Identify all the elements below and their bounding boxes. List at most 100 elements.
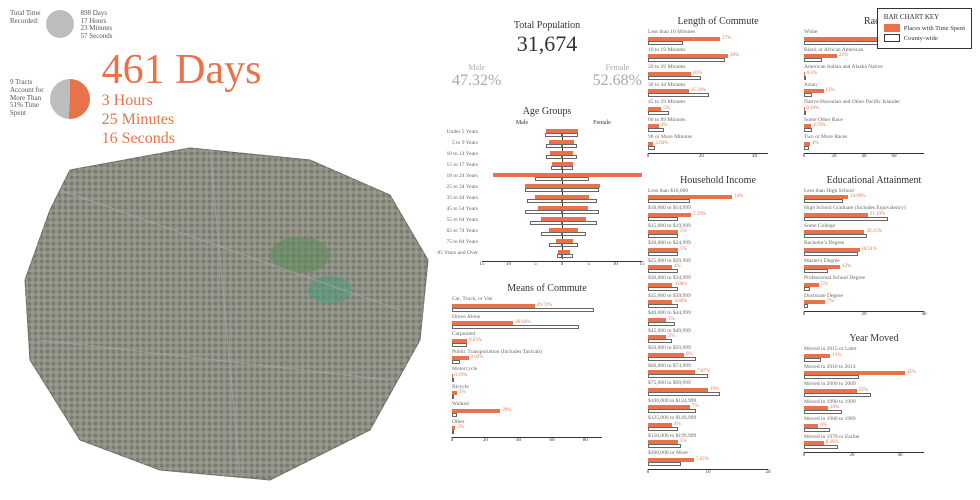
bar-row: Less than $10,00014%: [648, 189, 788, 205]
pyr-row: 65 to 74 Years: [482, 227, 642, 237]
male-label: Male: [452, 63, 501, 72]
legend: BAR CHART KEY Places with Time Spent Cou…: [877, 8, 972, 49]
bar-row: $60,000 to $74,9997.87%: [648, 364, 788, 380]
bar-row: $150,000 to $199,9995%: [648, 434, 788, 450]
right-columns: Length of Commute Less than 10 Minutes27…: [648, 16, 944, 477]
bar-value-orange: 29%: [502, 408, 511, 413]
bar-track: 21.19%: [804, 213, 924, 222]
bar-row: $35,000 to $39,9994.06%: [648, 294, 788, 310]
bar-track: 3%: [648, 318, 768, 327]
bar-white: [648, 199, 690, 203]
bar-value-orange: 10%: [830, 405, 839, 410]
bar-row: $125,000 to $149,9994%: [648, 416, 788, 432]
bar-value-orange: 27%: [722, 36, 731, 41]
bar-value-orange: 12%: [842, 264, 851, 269]
bar-track: 36.64%: [452, 321, 602, 330]
bar-track: 7.65%: [648, 458, 768, 467]
pyr-bar-white: [535, 177, 562, 181]
pyr-category: 18 to 24 Years: [420, 173, 478, 179]
pyr-bar-white: [562, 155, 577, 159]
age-title: Age Groups: [452, 106, 642, 117]
bar-category: $35,000 to $39,999: [648, 294, 788, 300]
bar-track: 27%: [648, 37, 768, 46]
bar-category: $15,000 to $19,999: [648, 224, 788, 230]
pyr-category: 10 to 14 Years: [420, 151, 478, 157]
bar-value-orange: 7.65%: [696, 457, 709, 462]
pyr-row: 5 to 9 Years: [482, 139, 642, 149]
pyr-bar-white: [562, 254, 573, 258]
bar-value-orange: 21.19%: [870, 212, 885, 217]
bar-track: 16%: [648, 72, 768, 81]
population-value: 31,674: [452, 31, 642, 57]
bar-row: Asian13%: [804, 83, 944, 99]
year-moved-title: Year Moved: [804, 333, 944, 344]
legend-white-label: County-wide: [904, 35, 938, 42]
pyr-left: 15 to 17 Years: [482, 162, 562, 170]
bar-track: 20.15%: [804, 230, 924, 239]
bar-value-orange: 7%: [692, 404, 699, 409]
pyr-row: 85 Years and Over: [482, 249, 642, 259]
pyr-category: 5 to 9 Years: [420, 140, 478, 146]
bar-track: 6%: [804, 424, 924, 433]
bar-category: Less than High School: [804, 189, 944, 195]
bar-track: 42%: [804, 371, 924, 380]
bar-orange: [452, 409, 500, 413]
pyr-row: 25 to 34 Years: [482, 183, 642, 193]
bar-value-orange: 7.87%: [697, 369, 710, 374]
bar-row: 20 to 29 Minutes16%: [648, 65, 788, 81]
bar-white: [452, 395, 454, 399]
tick: 20: [850, 453, 855, 458]
bar-category: 60 to 89 Minutes: [648, 118, 788, 124]
tick: 40: [922, 312, 927, 317]
bar-category: 90 or More Minutes: [648, 135, 788, 141]
pyr-right: [562, 129, 642, 137]
bar-value-orange: 15.34%: [691, 88, 706, 93]
bar-track: 15.34%: [648, 89, 768, 98]
pyr-right: [562, 217, 642, 225]
bar-white: [804, 93, 812, 97]
bar-value-orange: 14.69%: [850, 194, 865, 199]
bar-row: 60 to 89 Minutes4%: [648, 118, 788, 134]
pyr-category: 25 to 34 Years: [420, 184, 478, 190]
bar-track: 5%: [804, 283, 924, 292]
bar-category: Less than 10 Minutes: [648, 30, 788, 36]
bar-value-orange: 0.19%: [454, 373, 467, 378]
tick: 0: [561, 262, 564, 267]
commute-len-title: Length of Commute: [648, 16, 788, 27]
pyr-category: 15 to 17 Years: [420, 162, 478, 168]
bar-value-orange: 8.28%: [826, 440, 839, 445]
pyr-left: Under 5 Years: [482, 129, 562, 137]
bar-category: Moved in 2000 to 2009: [804, 382, 944, 388]
bar-value-orange: 18.51%: [862, 247, 877, 252]
bar-row: Walked29%: [452, 402, 642, 418]
bar-row: $40,000 to $44,9993%: [648, 311, 788, 327]
x-axis: 02040: [804, 311, 924, 319]
bar-white: [648, 462, 681, 466]
col-1: Length of Commute Less than 10 Minutes27…: [648, 16, 788, 477]
bar-white: [804, 234, 867, 238]
pyr-left: 35 to 44 Years: [482, 195, 562, 203]
pyr-bar-white: [562, 166, 573, 170]
bar-category: Bicycle: [452, 385, 642, 391]
bar-white: [648, 269, 678, 273]
bar-row: Moved in 2015 or Later11%: [804, 347, 944, 363]
x-axis: 020406080: [452, 437, 602, 445]
tick: 40: [752, 154, 757, 159]
bar-track: 4.78%: [804, 124, 924, 133]
bar-row: Less than 10 Minutes27%: [648, 30, 788, 46]
pyr-bar-white: [562, 188, 599, 192]
bar-white: [804, 217, 888, 221]
tick: 0: [647, 470, 650, 475]
bar-value-orange: 9.92%: [471, 355, 484, 360]
pyr-bar-white: [562, 133, 578, 137]
bar-track: 10%: [648, 388, 768, 397]
bar-category: Other: [452, 420, 642, 426]
bar-row: Moved in 1990 to 199910%: [804, 400, 944, 416]
year-moved-chart: Moved in 2015 or Later11%Moved in 2010 t…: [804, 347, 944, 460]
bar-value-orange: 5%: [680, 229, 687, 234]
bar-row: $25,000 to $29,9994%: [648, 259, 788, 275]
bar-track: 8.28%: [804, 441, 924, 450]
bar-row: Motorcycle0.19%: [452, 367, 642, 383]
bar-track: 2.04%: [648, 142, 768, 151]
tick: 5: [587, 262, 590, 267]
